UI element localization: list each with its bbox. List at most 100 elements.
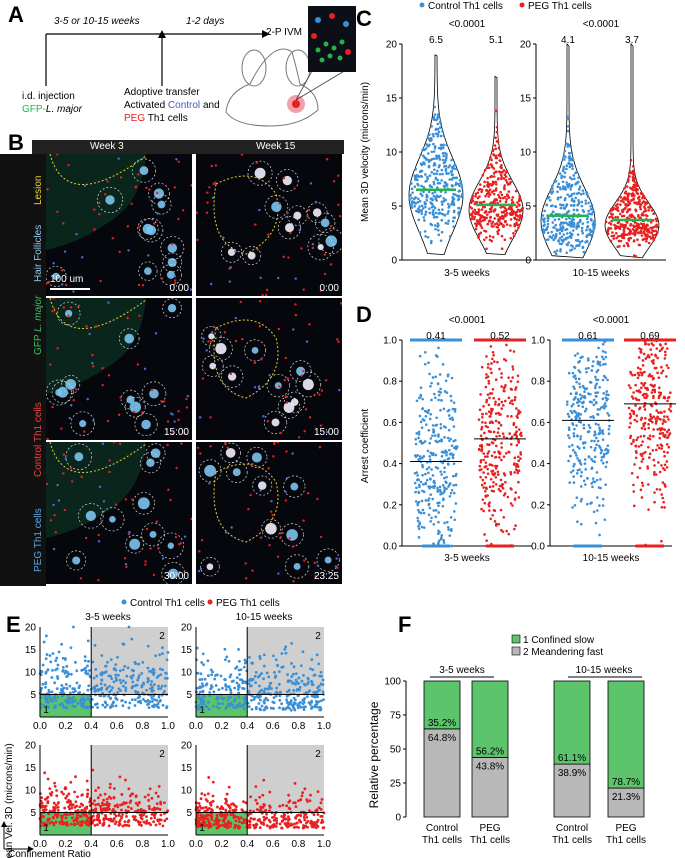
data-point [148,700,152,704]
data-point [637,356,641,359]
data-point [630,199,633,202]
data-point [442,538,445,542]
follicle [144,267,152,275]
data-point [569,225,573,228]
data-point [471,210,475,213]
data-point [51,669,54,672]
data-point [438,181,442,185]
follicle-outline [247,160,273,186]
data-point [486,443,489,446]
data-point [637,390,641,393]
th1-cell [117,413,121,417]
data-point [265,671,269,675]
data-point [128,701,132,705]
follicle [167,303,177,313]
data-point [77,686,81,690]
data-point [511,376,515,379]
data-point [113,822,117,826]
th1-cell [150,388,154,392]
data-point [419,440,423,443]
data-point [114,820,118,824]
data-point [474,192,478,196]
data-point [454,483,458,487]
data-point [254,681,258,685]
data-point [432,194,436,198]
data-point [633,221,637,224]
th1-cell [85,324,88,328]
data-point [510,415,513,418]
data-point [448,417,452,421]
data-point [605,452,608,455]
data-point [123,664,127,668]
data-point [505,529,508,533]
data-point [429,137,433,140]
data-point [638,466,642,470]
th1-cell [241,337,244,341]
th1-cell [118,442,122,446]
data-point [653,500,656,504]
data-point [509,218,513,221]
data-point [659,343,662,347]
data-point [594,446,597,450]
data-point [292,689,296,692]
data-point [509,349,512,352]
data-point [286,815,290,819]
data-point [285,698,288,702]
data-point [655,225,659,229]
data-point [581,189,585,192]
data-point [661,427,664,431]
th1-cell [273,442,276,446]
panel-label-a: A [8,2,24,27]
data-point [665,466,669,469]
data-point [602,455,605,459]
data-point [244,681,248,685]
data-point [301,826,305,830]
data-point [481,420,484,424]
data-point [136,803,140,807]
th1-cell [337,203,340,207]
data-point [572,432,576,435]
data-point [639,435,643,438]
data-point [419,386,423,390]
data-point [120,808,123,812]
data-point [61,822,65,826]
data-point [442,184,446,188]
data-point [439,408,442,412]
data-point [198,678,202,682]
data-point [434,515,438,519]
data-point [137,662,141,666]
data-point [650,353,653,356]
data-point [444,480,447,483]
data-point [439,143,443,147]
data-point [495,522,498,526]
micrograph-image [46,154,192,293]
data-point [563,207,566,210]
data-point [503,399,507,403]
data-point [441,172,444,176]
data-point [653,233,657,237]
data-point [237,820,241,823]
data-point [601,405,604,409]
data-point [131,674,135,677]
data-point [418,455,422,458]
data-point [647,508,650,511]
y-tick-label: 10 [386,148,398,159]
data-point [513,396,517,399]
data-point [490,489,494,493]
col-title: 10-15 weeks [236,612,293,623]
data-point [249,684,252,688]
data-point [500,193,504,197]
data-point [580,497,583,501]
data-point [568,220,571,224]
data-point [655,409,658,412]
legend-control-dot [419,2,425,8]
th1-cell [199,452,202,455]
data-point [635,224,638,228]
floor-points [422,544,450,548]
data-point [52,801,56,805]
data-point [312,674,316,677]
data-point [614,224,618,228]
data-point [315,823,318,826]
data-point [88,698,92,702]
th1-cell [173,279,177,282]
